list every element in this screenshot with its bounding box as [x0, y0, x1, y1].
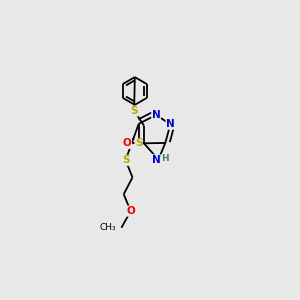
Text: N: N [166, 119, 175, 129]
Text: O: O [123, 138, 132, 148]
Text: O: O [126, 206, 135, 216]
Text: N: N [152, 154, 161, 165]
Text: N: N [152, 110, 161, 120]
Text: S: S [135, 138, 142, 148]
Text: S: S [130, 106, 138, 116]
Text: S: S [122, 155, 129, 165]
Text: CH₃: CH₃ [99, 223, 116, 232]
Text: H: H [161, 154, 169, 164]
